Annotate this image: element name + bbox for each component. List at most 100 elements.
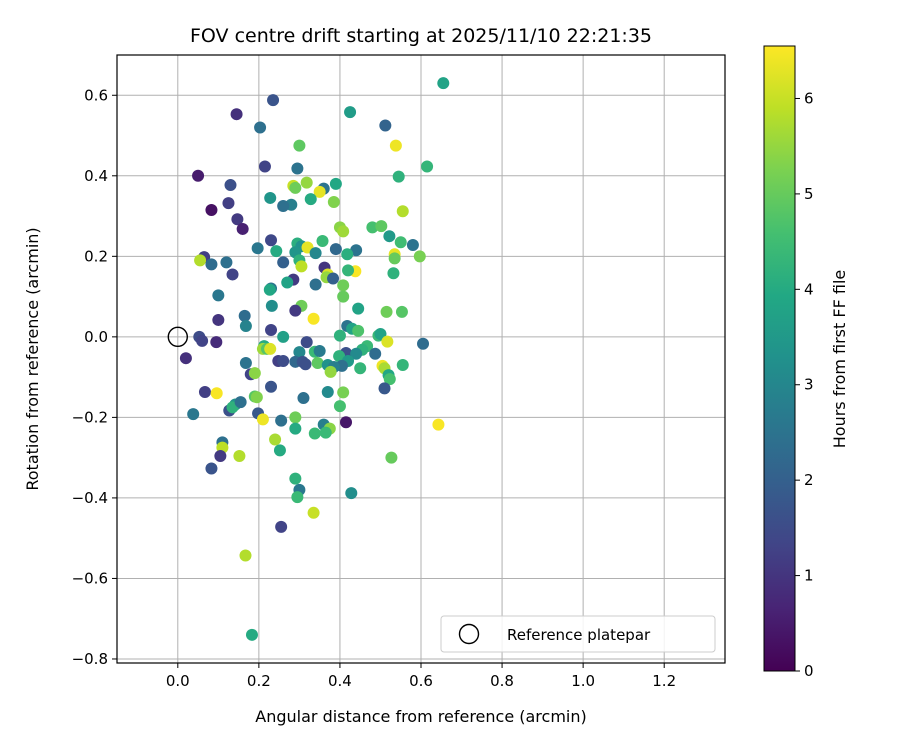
data-point xyxy=(265,324,278,337)
y-axis-label: Rotation from reference (arcmin) xyxy=(23,227,42,490)
data-point xyxy=(273,444,286,457)
colorbar-tick-label: 4 xyxy=(804,280,814,298)
data-point xyxy=(289,304,302,317)
data-point xyxy=(289,422,302,435)
data-point xyxy=(383,373,396,386)
data-point xyxy=(281,276,294,289)
data-point xyxy=(230,108,243,121)
data-point xyxy=(239,319,252,332)
chart-title: FOV centre drift starting at 2025/11/10 … xyxy=(190,25,652,47)
data-point xyxy=(378,382,391,395)
data-point xyxy=(396,205,409,218)
legend-marker xyxy=(458,623,480,645)
legend: Reference platepar xyxy=(440,615,716,653)
data-point xyxy=(437,77,450,90)
legend-entry: Reference platepar xyxy=(507,626,651,644)
data-point xyxy=(413,250,426,263)
data-point xyxy=(327,272,340,285)
data-point xyxy=(329,243,342,256)
data-point xyxy=(256,413,269,426)
data-point xyxy=(212,289,225,302)
data-point xyxy=(309,278,322,291)
data-point xyxy=(396,359,409,372)
data-point xyxy=(291,491,304,504)
data-point xyxy=(205,462,218,475)
data-point xyxy=(275,520,288,533)
data-point xyxy=(226,268,239,281)
data-point xyxy=(421,160,434,173)
data-point xyxy=(258,160,271,173)
data-point xyxy=(233,450,246,463)
data-point xyxy=(269,433,282,446)
data-point xyxy=(264,342,277,355)
data-point xyxy=(319,426,332,439)
data-point xyxy=(192,169,205,182)
data-point xyxy=(307,312,320,325)
data-point xyxy=(267,94,280,107)
data-point xyxy=(308,427,321,440)
data-point xyxy=(375,220,388,233)
data-point xyxy=(345,487,358,500)
x-axis-label: Angular distance from reference (arcmin) xyxy=(255,707,586,726)
data-point xyxy=(251,242,264,255)
data-point xyxy=(337,386,350,399)
data-point xyxy=(250,391,263,404)
data-point xyxy=(238,309,251,322)
data-point xyxy=(329,177,342,190)
x-axis-ticks: 0.0 0.2 0.4 0.6 0.8 1.0 1.2 xyxy=(166,663,676,690)
y-tick-label: 0.4 xyxy=(84,167,108,185)
data-point xyxy=(313,185,326,198)
data-point xyxy=(265,234,278,247)
colorbar-tick-label: 2 xyxy=(804,471,814,489)
data-point xyxy=(311,357,324,370)
data-point xyxy=(316,235,329,248)
data-point xyxy=(212,313,225,326)
data-point xyxy=(304,193,317,206)
data-point xyxy=(369,347,382,360)
data-point xyxy=(194,254,207,267)
x-tick-label: 0.8 xyxy=(490,672,514,690)
data-point xyxy=(293,346,306,359)
data-point xyxy=(309,247,322,260)
y-axis-ticks: 0.6 0.4 0.2 0.0 −0.2 −0.4 −0.6 −0.8 xyxy=(72,86,117,668)
data-point xyxy=(333,400,346,413)
data-point xyxy=(196,334,209,347)
data-point xyxy=(432,418,445,431)
data-point xyxy=(289,472,302,485)
data-point xyxy=(341,248,354,261)
reference-marker xyxy=(167,326,189,348)
data-point xyxy=(337,290,350,303)
data-point xyxy=(392,170,405,183)
data-point xyxy=(389,139,402,152)
data-point xyxy=(383,230,396,243)
data-point xyxy=(381,335,394,348)
data-point xyxy=(265,380,278,393)
data-point xyxy=(291,162,304,175)
data-point xyxy=(321,386,334,399)
data-point xyxy=(231,213,244,226)
data-point xyxy=(394,236,407,249)
data-point xyxy=(277,199,290,212)
data-point xyxy=(313,344,326,357)
data-point xyxy=(275,414,288,427)
colorbar-tick-label: 1 xyxy=(804,567,814,585)
data-point xyxy=(198,386,211,399)
data-point xyxy=(234,396,247,409)
x-tick-label: 1.2 xyxy=(652,672,676,690)
data-point xyxy=(220,256,233,269)
plot-area: 0.0 0.2 0.4 0.6 0.8 1.0 1.2 0.6 0.4 0.2 0.0 −0.2 −0… xyxy=(72,54,726,690)
x-tick-label: 0.4 xyxy=(328,672,352,690)
data-point xyxy=(327,195,340,208)
data-point xyxy=(236,222,249,235)
data-point xyxy=(248,367,261,380)
y-tick-label: −0.6 xyxy=(72,569,108,587)
data-point xyxy=(179,352,192,365)
data-point xyxy=(254,121,267,134)
data-point xyxy=(297,392,310,405)
data-point xyxy=(295,260,308,273)
colorbar-tick-label: 0 xyxy=(804,662,814,680)
data-point xyxy=(366,221,379,234)
data-point xyxy=(263,283,276,296)
data-point xyxy=(205,258,218,271)
data-point xyxy=(354,362,367,375)
